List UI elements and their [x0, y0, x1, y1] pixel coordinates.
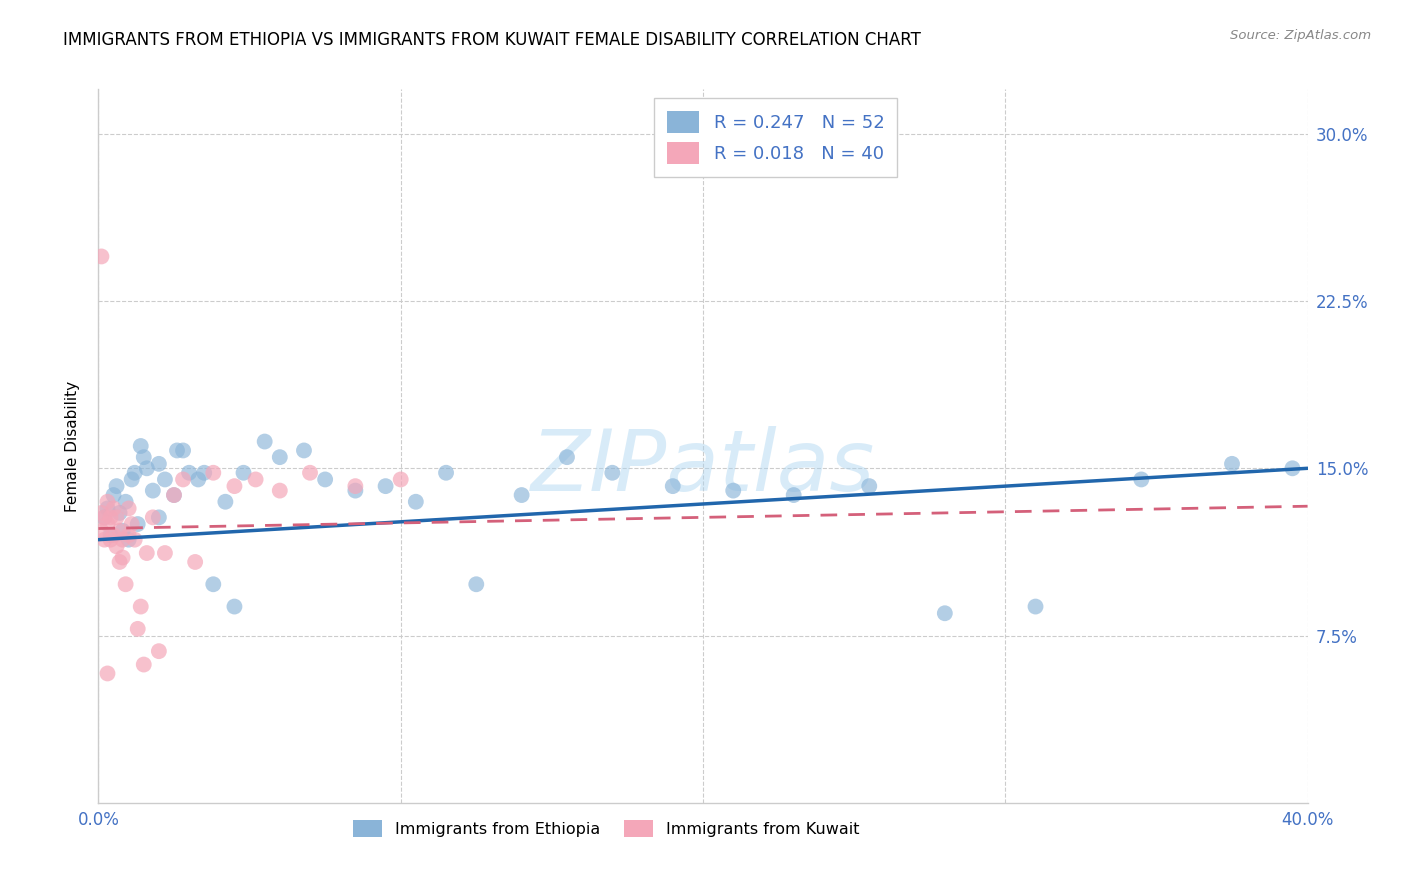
Point — [127, 622, 149, 636]
Point — [163, 488, 186, 502]
Point — [142, 510, 165, 524]
Point — [105, 539, 128, 553]
Point — [163, 488, 186, 502]
Point — [108, 555, 131, 569]
Point — [783, 488, 806, 502]
Point — [135, 546, 157, 560]
Point — [103, 488, 125, 502]
Point — [93, 510, 115, 524]
Point — [148, 510, 170, 524]
Point — [90, 524, 112, 538]
Point — [96, 501, 118, 516]
Point — [253, 434, 276, 449]
Point — [245, 473, 267, 487]
Legend: Immigrants from Ethiopia, Immigrants from Kuwait: Immigrants from Ethiopia, Immigrants fro… — [346, 813, 868, 845]
Point — [405, 494, 427, 508]
Point — [344, 479, 367, 493]
Point — [96, 494, 118, 508]
Point — [105, 510, 128, 524]
Point — [103, 528, 125, 542]
Point — [108, 506, 131, 520]
Y-axis label: Female Disability: Female Disability — [65, 380, 80, 512]
Point — [1220, 457, 1243, 471]
Text: ZIPatlas: ZIPatlas — [531, 425, 875, 509]
Point — [1130, 473, 1153, 487]
Point — [224, 479, 246, 493]
Point — [148, 644, 170, 658]
Point — [153, 473, 176, 487]
Point — [96, 666, 118, 681]
Point — [90, 249, 112, 264]
Point — [111, 550, 134, 565]
Point — [602, 466, 624, 480]
Point — [105, 479, 128, 493]
Point — [934, 607, 956, 621]
Point — [90, 506, 112, 520]
Text: Source: ZipAtlas.com: Source: ZipAtlas.com — [1230, 29, 1371, 42]
Point — [232, 466, 254, 480]
Point — [96, 516, 118, 531]
Point — [153, 546, 176, 560]
Point — [292, 443, 315, 458]
Point — [108, 524, 131, 538]
Point — [103, 501, 125, 516]
Point — [142, 483, 165, 498]
Point — [269, 483, 291, 498]
Point — [555, 450, 578, 464]
Point — [129, 439, 152, 453]
Point — [148, 457, 170, 471]
Point — [121, 473, 143, 487]
Point — [118, 501, 141, 516]
Point — [1386, 607, 1406, 621]
Point — [135, 461, 157, 475]
Point — [114, 494, 136, 508]
Point — [1024, 599, 1046, 614]
Point — [510, 488, 533, 502]
Point — [100, 533, 122, 547]
Point — [172, 443, 194, 458]
Point — [858, 479, 880, 493]
Point — [434, 466, 457, 480]
Point — [187, 473, 209, 487]
Point — [114, 577, 136, 591]
Point — [132, 450, 155, 464]
Point — [111, 533, 134, 547]
Point — [93, 510, 115, 524]
Point — [118, 533, 141, 547]
Point — [127, 516, 149, 531]
Point — [214, 494, 236, 508]
Point — [172, 473, 194, 487]
Point — [661, 479, 683, 493]
Point — [184, 555, 207, 569]
Point — [100, 510, 122, 524]
Point — [93, 533, 115, 547]
Point — [1281, 461, 1303, 475]
Point — [166, 443, 188, 458]
Point — [389, 473, 412, 487]
Point — [121, 516, 143, 531]
Point — [124, 533, 146, 547]
Point — [179, 466, 201, 480]
Text: IMMIGRANTS FROM ETHIOPIA VS IMMIGRANTS FROM KUWAIT FEMALE DISABILITY CORRELATION: IMMIGRANTS FROM ETHIOPIA VS IMMIGRANTS F… — [63, 31, 921, 49]
Point — [465, 577, 488, 591]
Point — [224, 599, 246, 614]
Point — [314, 473, 336, 487]
Point — [129, 599, 152, 614]
Point — [269, 450, 291, 464]
Point — [111, 524, 134, 538]
Point — [202, 466, 225, 480]
Point — [193, 466, 215, 480]
Point — [100, 528, 122, 542]
Point — [374, 479, 396, 493]
Point — [124, 466, 146, 480]
Point — [202, 577, 225, 591]
Point — [344, 483, 367, 498]
Point — [299, 466, 322, 480]
Point — [723, 483, 745, 498]
Point — [132, 657, 155, 672]
Point — [118, 528, 141, 542]
